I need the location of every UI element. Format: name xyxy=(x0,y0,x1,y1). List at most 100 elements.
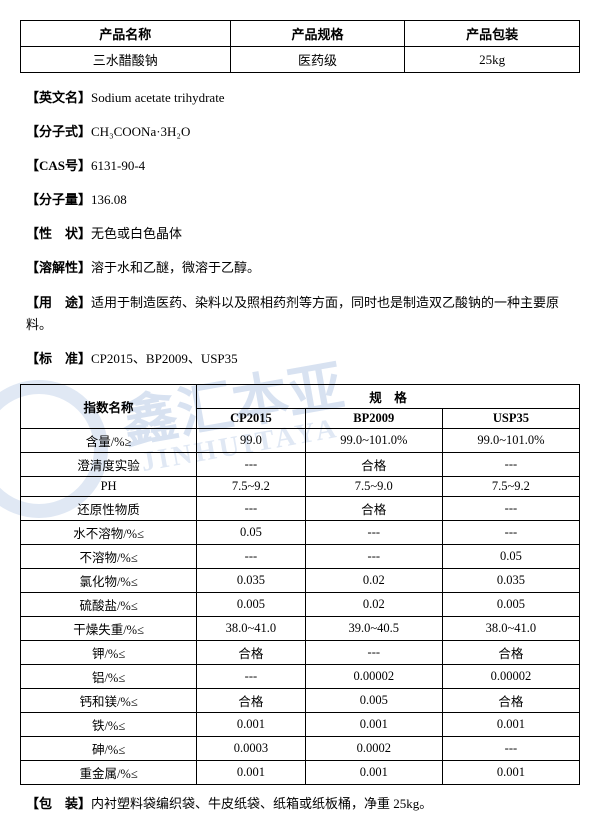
spec-cell: 合格 xyxy=(197,688,306,712)
info-label: 【用 途】 xyxy=(26,295,91,310)
spec-cell: 99.0~101.0% xyxy=(442,428,579,452)
spec-cell: 0.00002 xyxy=(305,664,442,688)
spec-cell: 0.0003 xyxy=(197,736,306,760)
td-spec: 医药级 xyxy=(230,47,405,73)
spec-cell: 0.001 xyxy=(305,760,442,784)
spec-row-name: 干燥失重/%≤ xyxy=(21,616,197,640)
spec-cell: 0.0002 xyxy=(305,736,442,760)
info-label: 【CAS号】 xyxy=(26,158,91,173)
spec-cell: --- xyxy=(442,736,579,760)
spec-row: 铁/%≤0.0010.0010.001 xyxy=(21,712,580,736)
spec-row-name: 还原性物质 xyxy=(21,496,197,520)
spec-cell: 0.035 xyxy=(197,568,306,592)
spec-row-name: 铝/%≤ xyxy=(21,664,197,688)
spec-row-name: 钾/%≤ xyxy=(21,640,197,664)
spec-cell: 合格 xyxy=(442,688,579,712)
info-item: 【溶解性】溶于水和乙醚，微溶于乙醇。 xyxy=(26,257,580,279)
info-value: CH₃COONa·3H₂O xyxy=(91,124,190,139)
info-item: 【用 途】适用于制造医药、染料以及照相药剂等方面，同时也是制造双乙酸钠的一种主要… xyxy=(26,292,580,336)
info-label: 【溶解性】 xyxy=(26,260,91,275)
spec-cell: 0.001 xyxy=(197,712,306,736)
spec-row: 钙和镁/%≤合格0.005合格 xyxy=(21,688,580,712)
spec-cell: 7.5~9.2 xyxy=(442,476,579,496)
spec-cell: --- xyxy=(197,544,306,568)
th-pack: 产品包装 xyxy=(405,21,580,47)
spec-cell: 0.02 xyxy=(305,592,442,616)
info-value: 溶于水和乙醚，微溶于乙醇。 xyxy=(91,260,260,275)
spec-cell: 合格 xyxy=(197,640,306,664)
spec-cell: 0.005 xyxy=(305,688,442,712)
info-label: 【性 状】 xyxy=(26,226,91,241)
info-value: 136.08 xyxy=(91,192,127,207)
spec-cell: 39.0~40.5 xyxy=(305,616,442,640)
spec-cell: --- xyxy=(305,640,442,664)
spec-row-name: 钙和镁/%≤ xyxy=(21,688,197,712)
info-value: Sodium acetate trihydrate xyxy=(91,90,225,105)
spec-row-name: 砷/%≤ xyxy=(21,736,197,760)
info-label: 【分子式】 xyxy=(26,124,91,139)
spec-row: 澄清度实验---合格--- xyxy=(21,452,580,476)
spec-cell: 0.035 xyxy=(442,568,579,592)
spec-table: 指数名称 规 格 CP2015BP2009USP35 含量/%≥99.099.0… xyxy=(20,384,580,785)
spec-cell: 合格 xyxy=(305,452,442,476)
info-item: 【分子式】CH₃COONa·3H₂O xyxy=(26,121,580,143)
spec-row: 氯化物/%≤0.0350.020.035 xyxy=(21,568,580,592)
info-value: 无色或白色晶体 xyxy=(91,226,182,241)
spec-cell: --- xyxy=(305,544,442,568)
spec-row: 铝/%≤---0.000020.00002 xyxy=(21,664,580,688)
spec-cell: --- xyxy=(442,496,579,520)
spec-row: 钾/%≤合格---合格 xyxy=(21,640,580,664)
info-value: 适用于制造医药、染料以及照相药剂等方面，同时也是制造双乙酸钠的一种主要原料。 xyxy=(26,295,559,332)
spec-super-header: 规 格 xyxy=(197,384,580,408)
footer-label: 【包 装】 xyxy=(26,796,91,811)
td-pack: 25kg xyxy=(405,47,580,73)
spec-cell: 0.001 xyxy=(305,712,442,736)
spec-cell: 99.0~101.0% xyxy=(305,428,442,452)
spec-cell: 0.001 xyxy=(442,712,579,736)
spec-row-name: 不溶物/%≤ xyxy=(21,544,197,568)
info-item: 【性 状】无色或白色晶体 xyxy=(26,223,580,245)
spec-col-header: CP2015 xyxy=(197,408,306,428)
spec-cell: 99.0 xyxy=(197,428,306,452)
spec-corner: 指数名称 xyxy=(21,384,197,428)
spec-cell: --- xyxy=(442,452,579,476)
spec-cell: 38.0~41.0 xyxy=(442,616,579,640)
spec-cell: --- xyxy=(197,452,306,476)
spec-cell: --- xyxy=(305,520,442,544)
spec-cell: 0.001 xyxy=(442,760,579,784)
spec-cell: 0.00002 xyxy=(442,664,579,688)
spec-cell: --- xyxy=(442,520,579,544)
info-item: 【标 准】CP2015、BP2009、USP35 xyxy=(26,348,580,370)
spec-row-name: PH xyxy=(21,476,197,496)
info-list: 【英文名】Sodium acetate trihydrate 【分子式】CH₃CO… xyxy=(26,87,580,370)
spec-row: 水不溶物/%≤0.05------ xyxy=(21,520,580,544)
spec-row-name: 铁/%≤ xyxy=(21,712,197,736)
product-head-table: 产品名称 产品规格 产品包装 三水醋酸钠 医药级 25kg xyxy=(20,20,580,73)
footer-value: 内衬塑料袋编织袋、牛皮纸袋、纸箱或纸板桶，净重 25kg。 xyxy=(91,796,432,811)
info-item: 【分子量】136.08 xyxy=(26,189,580,211)
info-label: 【英文名】 xyxy=(26,90,91,105)
spec-row: PH7.5~9.27.5~9.07.5~9.2 xyxy=(21,476,580,496)
info-value: 6131-90-4 xyxy=(91,158,145,173)
spec-row-name: 硫酸盐/%≤ xyxy=(21,592,197,616)
spec-cell: 7.5~9.2 xyxy=(197,476,306,496)
spec-row-name: 水不溶物/%≤ xyxy=(21,520,197,544)
spec-cell: 38.0~41.0 xyxy=(197,616,306,640)
spec-cell: 合格 xyxy=(305,496,442,520)
spec-col-header: BP2009 xyxy=(305,408,442,428)
spec-row: 重金属/%≤0.0010.0010.001 xyxy=(21,760,580,784)
spec-cell: --- xyxy=(197,496,306,520)
spec-row-name: 澄清度实验 xyxy=(21,452,197,476)
spec-row: 硫酸盐/%≤0.0050.020.005 xyxy=(21,592,580,616)
info-label: 【标 准】 xyxy=(26,351,91,366)
td-name: 三水醋酸钠 xyxy=(21,47,231,73)
spec-cell: 0.001 xyxy=(197,760,306,784)
th-spec: 产品规格 xyxy=(230,21,405,47)
spec-row: 砷/%≤0.00030.0002--- xyxy=(21,736,580,760)
info-value: CP2015、BP2009、USP35 xyxy=(91,351,238,366)
spec-cell: 0.05 xyxy=(197,520,306,544)
spec-row-name: 重金属/%≤ xyxy=(21,760,197,784)
spec-row: 含量/%≥99.099.0~101.0%99.0~101.0% xyxy=(21,428,580,452)
th-name: 产品名称 xyxy=(21,21,231,47)
footer-line: 【包 装】内衬塑料袋编织袋、牛皮纸袋、纸箱或纸板桶，净重 25kg。 xyxy=(26,793,580,812)
